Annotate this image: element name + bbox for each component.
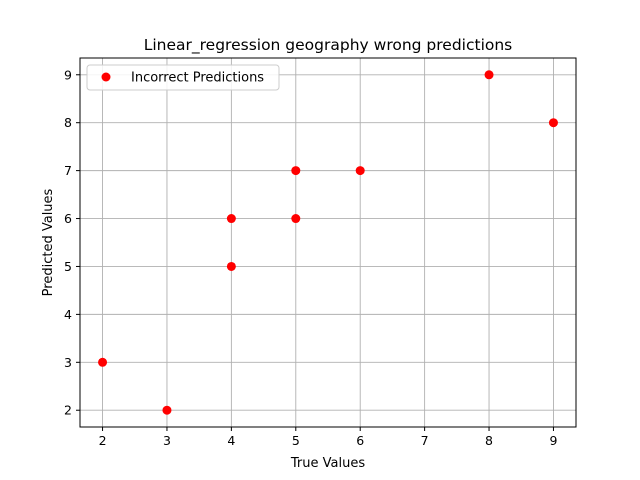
x-axis-ticks: 2 3 4 5 6 7 8 9 [99, 427, 557, 448]
data-point [162, 405, 172, 415]
data-point [98, 357, 108, 367]
x-axis-label: True Values [290, 456, 365, 471]
legend-marker [101, 72, 111, 82]
y-tick-label: 4 [64, 307, 72, 322]
y-tick-label: 2 [64, 403, 72, 418]
x-tick-label: 3 [163, 433, 171, 448]
x-tick-label: 2 [99, 433, 107, 448]
data-point [226, 261, 236, 271]
y-tick-label: 7 [64, 163, 72, 178]
chart-title: Linear_regression geography wrong predic… [144, 36, 513, 55]
y-tick-label: 5 [64, 259, 72, 274]
data-point [548, 118, 558, 128]
x-tick-label: 4 [227, 433, 235, 448]
y-tick-label: 8 [64, 115, 72, 130]
legend-label: Incorrect Predictions [131, 71, 264, 86]
plot-frame [79, 57, 577, 428]
y-axis-label: Predicted Values [41, 188, 56, 296]
data-points [98, 70, 558, 415]
y-tick-label: 3 [64, 355, 72, 370]
x-tick-label: 6 [356, 433, 364, 448]
data-point [291, 166, 301, 176]
x-tick-label: 7 [421, 433, 429, 448]
legend-box [86, 64, 280, 91]
y-tick-label: 6 [64, 211, 72, 226]
data-point [484, 70, 494, 80]
x-tick-label: 5 [292, 433, 300, 448]
data-point [355, 166, 365, 176]
data-point [291, 214, 301, 224]
data-point [226, 214, 236, 224]
y-axis-ticks: 2 3 4 5 6 7 8 9 [64, 67, 80, 418]
legend: Incorrect Predictions [86, 64, 280, 91]
x-tick-label: 9 [549, 433, 557, 448]
y-tick-label: 9 [64, 67, 72, 82]
x-tick-label: 8 [485, 433, 493, 448]
